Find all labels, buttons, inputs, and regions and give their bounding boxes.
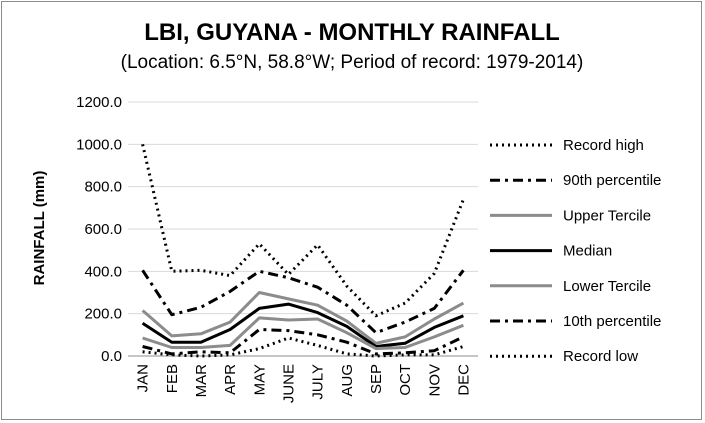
- legend: Record high 90th percentile Upper Tercile M…: [490, 137, 661, 365]
- y-tick-label: 0.0: [101, 348, 122, 365]
- series-line: [141, 269, 465, 335]
- y-tick-label: 200.0: [84, 306, 122, 323]
- y-tick-label: 600.0: [84, 221, 122, 238]
- legend-label: 10th percentile: [563, 313, 661, 330]
- series-line: [142, 336, 464, 358]
- series-line: [141, 291, 465, 345]
- x-tick-label: JUNE: [280, 364, 297, 403]
- series-line: [142, 316, 464, 351]
- x-tick-label: AUG: [339, 364, 356, 397]
- y-axis-label: RAINFALL (mm): [31, 171, 48, 286]
- x-tick-label: FEB: [164, 364, 181, 393]
- x-tick-label: OCT: [397, 364, 414, 396]
- y-tick-label: 1200.0: [76, 94, 122, 111]
- legend-label: Record high: [563, 137, 644, 154]
- gridlines: [128, 101, 478, 357]
- legend-label: Lower Tercile: [563, 278, 651, 295]
- chart-subtitle: (Location: 6.5°N, 58.8°W; Period of reco…: [121, 52, 584, 73]
- y-tick-label: 800.0: [84, 179, 122, 196]
- x-tick-label: DEC: [455, 364, 472, 396]
- legend-label: 90th percentile: [563, 172, 661, 189]
- series-line: [142, 328, 465, 356]
- y-tick-label: 400.0: [84, 263, 122, 280]
- y-tick-labels: 0.0 200.0 400.0 600.0 800.0 1000.0 1200.0: [76, 94, 122, 365]
- x-tick-label: JULY: [310, 364, 327, 400]
- series-line: [141, 302, 464, 348]
- legend-label: Median: [563, 243, 612, 260]
- series-line: [141, 143, 465, 318]
- x-tick-label: MAY: [251, 364, 268, 395]
- chart-title: LBI, GUYANA - MONTHLY RAINFALL: [144, 19, 560, 46]
- x-tick-label: MAR: [193, 364, 210, 398]
- series-lines: [141, 143, 465, 358]
- y-tick-label: 1000.0: [76, 136, 122, 153]
- x-tick-label: JAN: [135, 364, 152, 392]
- x-tick-labels: JAN FEB MAR APR MAY JUNE JULY AUG SEP OCT NOV DEC: [135, 364, 473, 403]
- legend-label: Record low: [563, 348, 638, 365]
- x-tick-label: APR: [222, 364, 239, 395]
- legend-label: Upper Tercile: [563, 207, 651, 224]
- x-tick-label: SEP: [368, 364, 385, 394]
- x-tick-label: NOV: [426, 364, 443, 397]
